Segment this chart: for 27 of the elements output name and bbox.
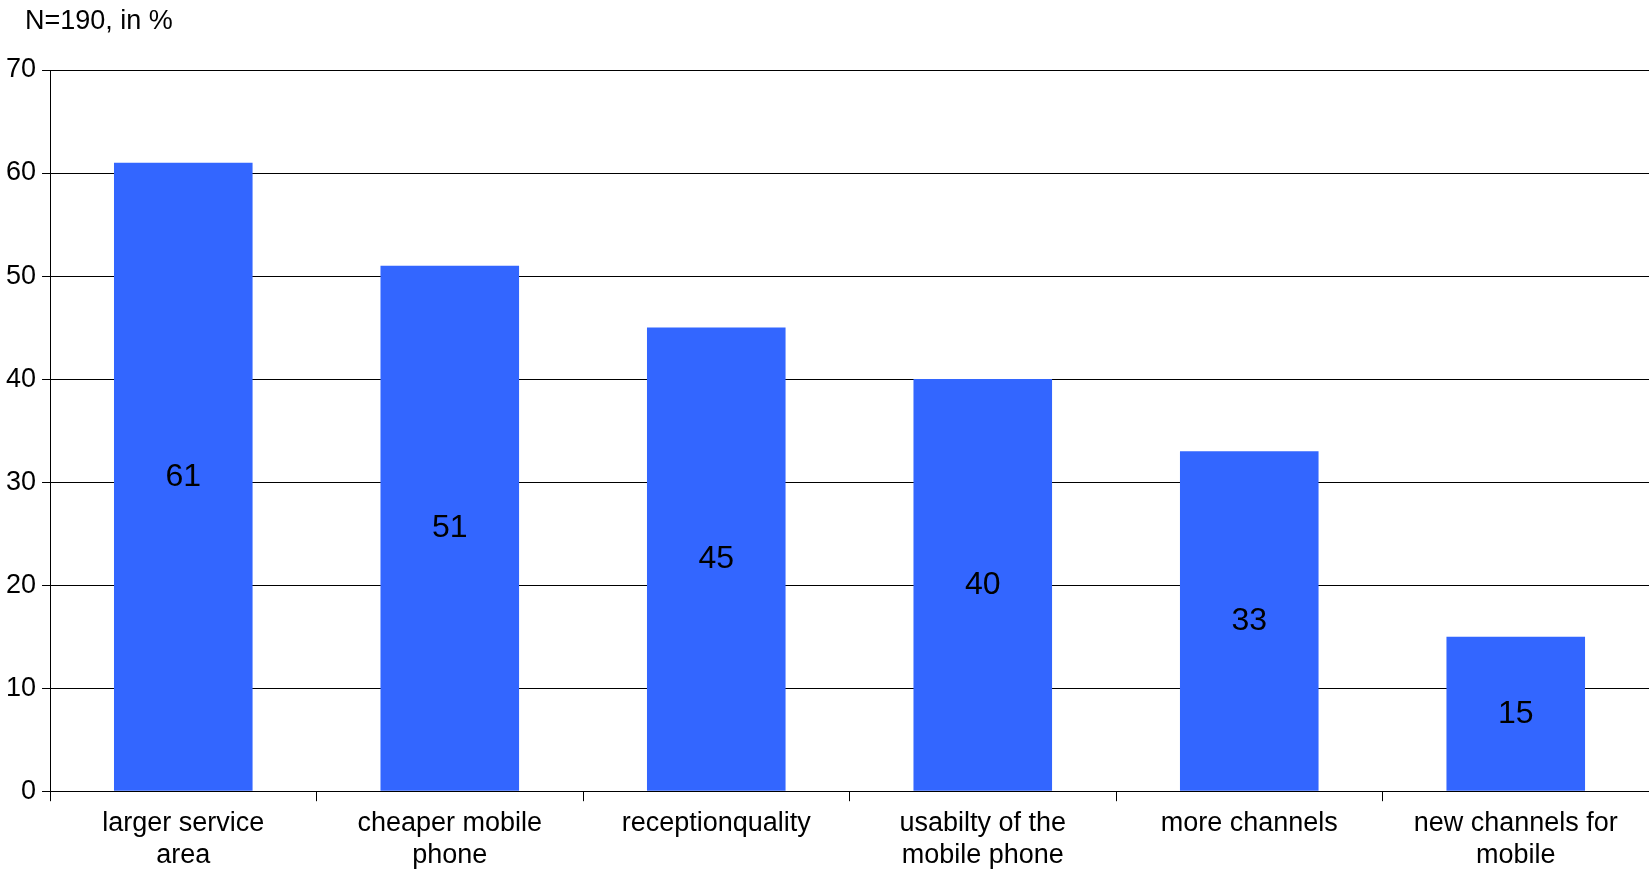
bar [1446, 636, 1586, 791]
x-tick-label: cheaper mobile phone [357, 806, 543, 870]
data-label: 40 [964, 564, 1001, 601]
y-tick-label: 50 [5, 259, 37, 290]
data-label: 51 [431, 508, 468, 545]
y-axis-title: N=190, in % [25, 5, 173, 36]
bar [380, 265, 520, 791]
data-label: 33 [1231, 600, 1268, 637]
data-label: 61 [165, 456, 202, 493]
y-tick-label: 30 [5, 465, 37, 496]
y-tick-label: 10 [5, 671, 37, 702]
x-tick-label: larger service area [102, 806, 265, 870]
y-tick-label: 70 [5, 53, 37, 84]
x-tick-label: more channels [1160, 806, 1338, 837]
y-tick-label: 60 [5, 156, 37, 187]
y-tick-label: 40 [5, 362, 37, 393]
x-tick-label: new channels for mobile [1413, 806, 1618, 870]
data-label: 15 [1497, 693, 1534, 730]
y-tick-label: 20 [5, 568, 37, 599]
x-tick-label: receptionquality [621, 806, 812, 837]
bar [913, 379, 1053, 791]
bar [113, 162, 253, 791]
x-tick-label: usabilty of the mobile phone [899, 806, 1067, 870]
bar [646, 327, 786, 791]
data-label: 45 [698, 538, 735, 575]
bar [1179, 451, 1319, 791]
y-tick-label: 0 [21, 774, 37, 805]
